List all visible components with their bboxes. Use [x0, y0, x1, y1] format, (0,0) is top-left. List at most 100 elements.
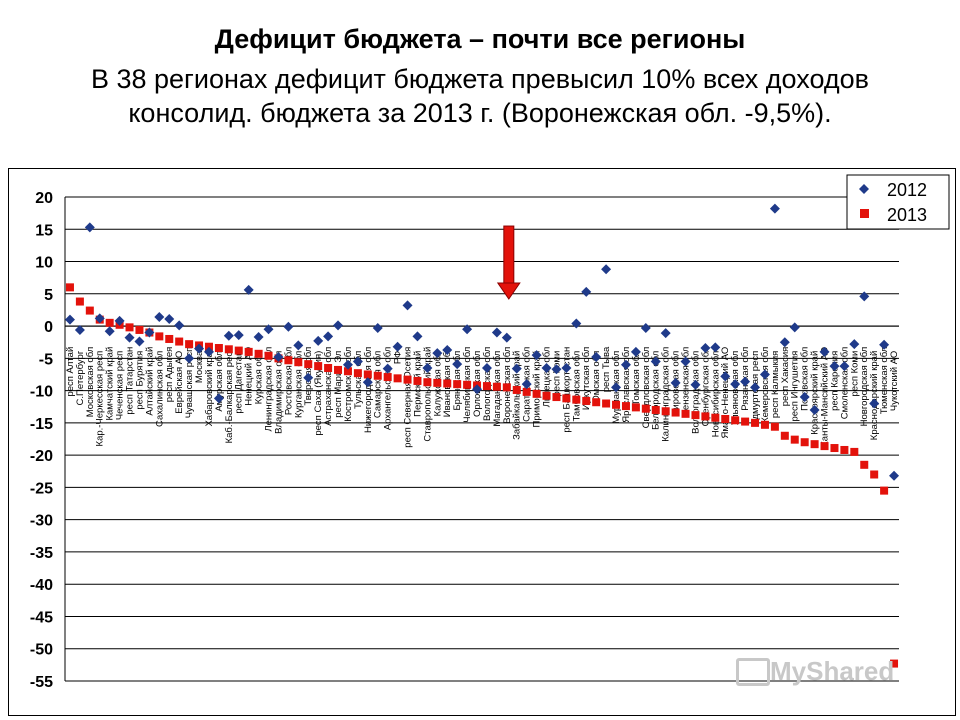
y-tick-label-2: 10 [35, 255, 53, 272]
point-2013-18 [244, 347, 253, 356]
point-2013-35 [413, 376, 422, 385]
point-2013-53 [592, 398, 601, 407]
x-tick-label-78: Смоленская обл [839, 347, 850, 420]
x-tick-label-18: Ненецкий АО [244, 347, 255, 406]
point-2012-35 [412, 331, 423, 342]
point-2013-72 [780, 431, 789, 440]
point-2012-38 [442, 344, 453, 355]
point-2013-80 [860, 460, 869, 469]
point-2012-54 [601, 264, 612, 275]
x-tick-label-57: Томская обл [631, 351, 642, 406]
point-2012-11 [174, 320, 185, 331]
point-2013-19 [254, 349, 263, 358]
point-2012-24 [303, 372, 314, 383]
y-tick-label-10: -30 [30, 513, 53, 530]
point-2013-49 [552, 393, 561, 402]
x-tick-label-70: Кемеровская обл [760, 347, 771, 423]
y-tick-label-13: -45 [30, 609, 53, 626]
x-tick-label-54: респ Тыва [601, 346, 612, 392]
point-2012-14 [203, 346, 214, 357]
point-2013-70 [760, 420, 769, 429]
point-2013-36 [423, 378, 432, 387]
point-2013-10 [165, 334, 174, 343]
point-2012-9 [154, 312, 165, 323]
point-2013-39 [453, 380, 462, 389]
x-tick-label-17: респ Дагестан [234, 351, 245, 414]
point-2012-50 [561, 363, 572, 374]
point-2013-40 [463, 380, 472, 389]
x-tick-label-14: Хабаровский край [204, 347, 215, 427]
point-2013-43 [492, 382, 501, 391]
point-2012-6 [124, 332, 135, 343]
point-2013-44 [502, 383, 511, 392]
point-2012-77 [829, 361, 840, 372]
point-2013-62 [681, 409, 690, 418]
point-2013-75 [810, 440, 819, 449]
point-2012-44 [501, 332, 512, 343]
point-2013-14 [204, 342, 213, 351]
x-tick-label-76: Ханты-Мансийский АО [820, 347, 831, 448]
point-2012-78 [839, 361, 850, 372]
point-2012-70 [759, 369, 770, 380]
point-2013-79 [850, 447, 859, 456]
point-2013-17 [234, 346, 243, 355]
point-2012-67 [730, 379, 741, 390]
point-2012-36 [422, 363, 433, 374]
x-tick-label-5: Чеченская респ [115, 351, 126, 420]
point-2012-56 [620, 359, 631, 370]
point-2012-26 [323, 331, 334, 342]
point-2012-60 [660, 328, 671, 339]
point-2012-30 [362, 377, 373, 388]
point-2012-10 [164, 313, 175, 324]
x-tick-label-8: Алтайский край [144, 347, 155, 416]
point-2013-67 [731, 416, 740, 425]
point-2012-46 [521, 379, 532, 390]
point-2013-6 [125, 323, 134, 332]
x-tick-label-30: Нижегородская обл [363, 347, 374, 433]
point-2012-8 [144, 327, 155, 338]
point-2012-2 [84, 222, 95, 233]
x-tick-label-20: Ленинградская обл [264, 347, 275, 432]
point-2012-5 [114, 315, 125, 326]
point-2012-66 [720, 371, 731, 382]
y-tick-label-12: -40 [30, 577, 53, 594]
y-tick-label-14: -50 [30, 642, 53, 659]
x-tick-label-56: Ярославская обл [621, 347, 632, 423]
legend-marker-2012 [859, 184, 869, 194]
point-2013-54 [602, 399, 611, 408]
point-2012-34 [402, 300, 413, 311]
point-2013-48 [542, 391, 551, 400]
point-2012-57 [630, 346, 641, 357]
point-2013-28 [343, 367, 352, 376]
point-2013-51 [572, 395, 581, 404]
point-2012-53 [591, 352, 602, 363]
x-tick-label-3: Кар.-Черкесская респ [95, 351, 106, 447]
point-2012-37 [432, 348, 443, 359]
point-2013-34 [403, 375, 412, 384]
point-2012-64 [700, 343, 711, 354]
point-2012-79 [849, 339, 860, 350]
point-2012-59 [650, 356, 661, 367]
point-2013-1 [75, 297, 84, 306]
point-2013-71 [770, 422, 779, 431]
x-tick-label-21: Владимирская обл [273, 351, 284, 434]
point-2013-4 [105, 318, 114, 327]
x-tick-label-79: респ Коми [849, 351, 860, 397]
x-tick-label-47: Приморский край [532, 351, 543, 428]
point-2012-65 [710, 342, 721, 353]
point-2012-45 [511, 363, 522, 374]
arrow-shaft [503, 225, 515, 286]
x-tick-label-77: респ Карелия [829, 351, 840, 411]
point-2013-25 [314, 362, 323, 371]
point-2012-71 [769, 203, 780, 214]
point-2012-25 [313, 335, 324, 346]
point-2013-50 [562, 394, 571, 403]
point-2012-69 [750, 382, 761, 393]
x-tick-label-28: Костромская обл [343, 347, 354, 422]
x-tick-label-51: Тамбовская обл [571, 351, 582, 422]
x-tick-label-75: Красноярский край [810, 351, 821, 435]
x-tick-label-2: Московская обл [85, 347, 96, 418]
x-tick-label-33: РФ [393, 351, 404, 364]
x-tick-label-83: Чукотский АО [889, 351, 900, 411]
point-2012-13 [194, 343, 205, 354]
